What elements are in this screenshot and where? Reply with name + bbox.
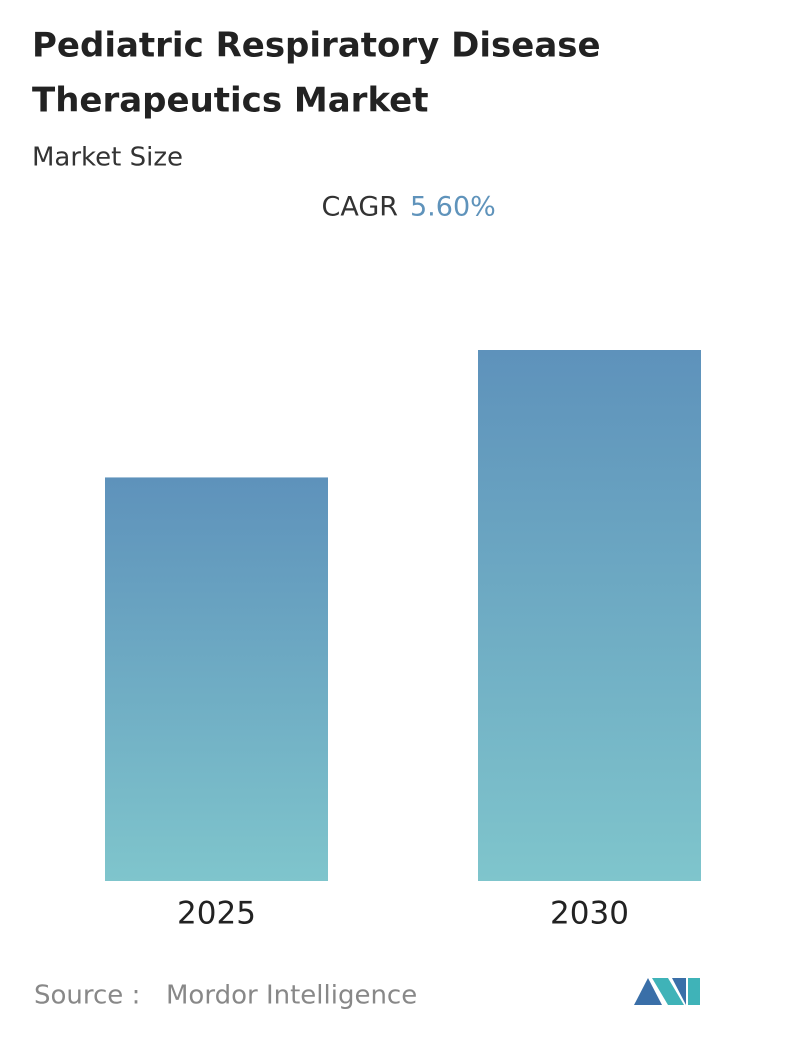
logo bbox=[634, 978, 700, 1005]
source-label: Source : bbox=[34, 981, 140, 1011]
cagr-label: CAGR bbox=[321, 192, 398, 223]
chart-title: Pediatric Respiratory Disease bbox=[32, 26, 601, 66]
x-tick-label: 2030 bbox=[550, 896, 629, 932]
bar bbox=[478, 350, 701, 881]
x-tick-label: 2025 bbox=[177, 896, 256, 932]
chart-subtitle: Market Size bbox=[32, 143, 183, 173]
chart-title: Therapeutics Market bbox=[32, 81, 428, 121]
bar bbox=[105, 477, 328, 881]
source: Mordor Intelligence bbox=[166, 981, 417, 1011]
cagr-value: 5.60% bbox=[410, 192, 496, 223]
